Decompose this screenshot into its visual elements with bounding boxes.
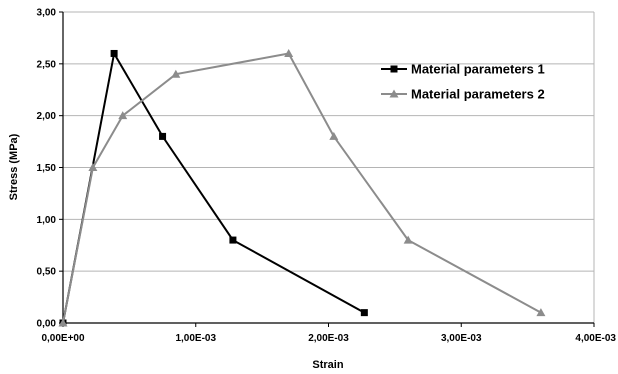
data-point — [536, 308, 546, 317]
data-point — [159, 132, 167, 140]
x-tick-labels: 0,00E+00 1,00E-03 2,00E-03 3,00E-03 4,00E-03 — [41, 333, 616, 344]
legend-label: Material parameters 2 — [411, 87, 545, 102]
series-line — [62, 52, 542, 324]
legend-marker — [389, 89, 399, 98]
data-point — [118, 111, 128, 120]
y-tick-label: 0,50 — [37, 267, 57, 278]
legend-label: Material parameters 1 — [411, 62, 545, 77]
data-point — [229, 236, 237, 244]
legend-entry: Material parameters 2 — [381, 87, 545, 102]
data-point — [88, 163, 98, 171]
data-point — [284, 48, 294, 57]
data-point — [403, 235, 413, 244]
x-tick-label: 3,00E-03 — [441, 333, 482, 344]
y-tick-label: 0,00 — [37, 319, 57, 330]
data-series — [58, 48, 546, 327]
x-tick-label: 4,00E-03 — [575, 333, 616, 344]
y-tick-label: 2,00 — [37, 111, 57, 122]
y-tick-label: 2,50 — [37, 59, 57, 70]
data-point — [329, 131, 339, 140]
legend-entry: Material parameters 1 — [381, 62, 545, 77]
y-tick-labels: 0,00 0,50 1,00 1,50 2,00 2,50 3,00 — [37, 8, 57, 330]
x-tick-label: 0,00E+00 — [41, 333, 85, 344]
y-tick-label: 1,50 — [37, 163, 57, 174]
series-2 — [58, 48, 546, 327]
legend: Material parameters 1 Material parameters… — [381, 62, 545, 102]
y-tick-label: 1,00 — [37, 215, 57, 226]
x-tick-label: 1,00E-03 — [175, 333, 216, 344]
x-tick-label: 2,00E-03 — [308, 333, 349, 344]
y-axis-title: Stress (MPa) — [8, 133, 20, 200]
x-axis-title: Strain — [312, 359, 343, 371]
data-point — [360, 309, 368, 317]
data-point — [58, 318, 68, 327]
y-tick-label: 3,00 — [37, 8, 57, 19]
legend-marker — [390, 65, 398, 73]
data-point — [110, 49, 118, 57]
data-point — [171, 69, 181, 78]
